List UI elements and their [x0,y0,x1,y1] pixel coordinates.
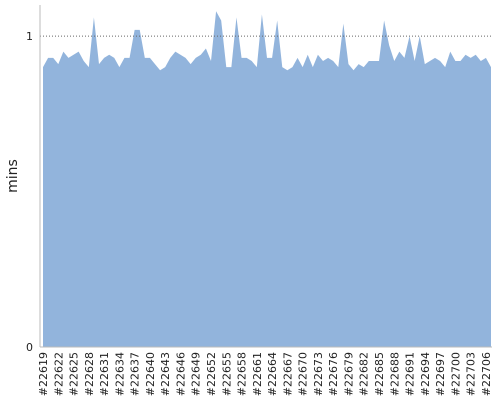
x-tick-label: #22652 [205,352,218,396]
x-tick-label: #22673 [312,352,325,396]
x-tick-label: #22637 [129,352,142,396]
x-tick-label: #22706 [480,352,493,396]
y-tick-label: 0 [26,341,33,354]
x-tick-label: #22619 [37,352,50,396]
x-tick-label: #22634 [113,352,126,396]
x-tick-label: #22688 [388,352,401,396]
x-tick-label: #22667 [281,352,294,396]
x-tick-label: #22640 [144,352,157,396]
x-tick-label: #22649 [190,352,203,396]
x-tick-label: #22703 [465,352,478,396]
x-tick-label: #22679 [342,352,355,396]
x-tick-label: #22628 [83,352,96,396]
x-tick-label: #22655 [220,352,233,396]
x-tick-label: #22643 [159,352,172,396]
x-tick-label: #22646 [174,352,187,396]
x-tick-label: #22682 [358,352,371,396]
y-tick-label: 1 [26,30,33,43]
x-tick-label: #22700 [449,352,462,396]
x-tick-label: #22622 [52,352,65,396]
x-tick-label: #22625 [68,352,81,396]
x-tick-label: #22670 [297,352,310,396]
x-tick-label: #22694 [419,352,432,396]
area [43,11,491,348]
x-tick-label: #22676 [327,352,340,396]
x-tick-label: #22697 [434,352,447,396]
x-tick-label: #22658 [236,352,249,396]
y-axis-label: mins [5,159,21,193]
x-tick-label: #22691 [404,352,417,396]
x-tick-label: #22685 [373,352,386,396]
x-tick-label: #22664 [266,352,279,396]
x-tick-label: #22631 [98,352,111,396]
x-tick-label: #22661 [251,352,264,396]
